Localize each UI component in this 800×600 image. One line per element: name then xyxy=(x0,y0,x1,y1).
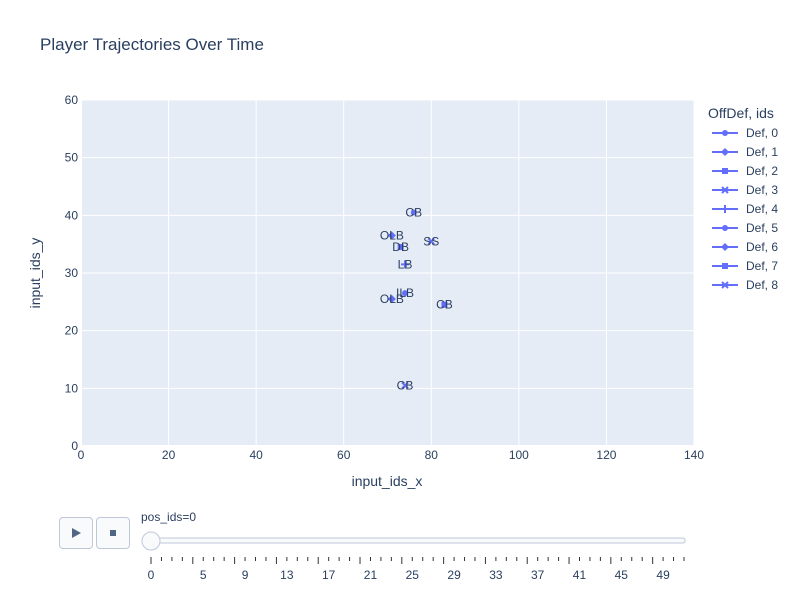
slider-tick-label: 0 xyxy=(148,568,155,582)
slider-tick-label: 9 xyxy=(242,568,249,582)
slider-tick-label: 29 xyxy=(447,568,461,582)
legend-item: Def, 3 xyxy=(712,183,778,197)
x-tick-label: 0 xyxy=(78,448,85,462)
data-point xyxy=(441,301,448,308)
play-button[interactable] xyxy=(59,517,93,549)
time-slider[interactable]: 0 5 9 13 17 21 25 29 33 37 41 45 49 xyxy=(141,531,686,582)
y-tick-label: 0 xyxy=(71,439,78,453)
slider-tick-label: 5 xyxy=(200,568,207,582)
legend-item: Def, 6 xyxy=(712,240,778,254)
slider-current-label: pos_ids=0 xyxy=(141,510,197,524)
legend-item: Def, 7 xyxy=(712,259,778,273)
y-axis-ticks: 0 10 20 30 40 50 60 xyxy=(65,93,79,453)
data-point xyxy=(401,381,409,390)
y-tick-label: 10 xyxy=(65,381,79,395)
x-tick-label: 140 xyxy=(684,448,704,462)
slider-tick-label: 13 xyxy=(280,568,294,582)
slider-tick-label: 49 xyxy=(656,568,670,582)
point-label: OLB xyxy=(380,292,404,306)
y-tick-label: 40 xyxy=(65,208,79,222)
legend-label: Def, 1 xyxy=(746,145,778,159)
point-label: OLB xyxy=(380,229,404,243)
stop-icon xyxy=(110,530,116,536)
data-point xyxy=(401,260,410,269)
legend-label: Def, 0 xyxy=(746,126,778,140)
legend-label: Def, 7 xyxy=(746,259,778,273)
x-tick-label: 120 xyxy=(596,448,616,462)
data-point xyxy=(402,290,409,297)
slider-rail xyxy=(149,537,686,544)
slider-handle[interactable] xyxy=(141,531,161,551)
x-tick-label: 40 xyxy=(249,448,263,462)
point-label: ILB xyxy=(396,286,414,300)
slider-tick-label: 25 xyxy=(406,568,420,582)
legend-item: Def, 1 xyxy=(712,145,778,159)
legend-item: Def, 0 xyxy=(712,126,778,140)
y-tick-label: 30 xyxy=(65,266,79,280)
data-point xyxy=(387,231,396,240)
legend-title: OffDef, ids xyxy=(708,105,774,121)
slider-tick-label: 41 xyxy=(573,568,587,582)
legend: Def, 0 Def, 1 Def, 2 Def, 3 Def, 4 Def, 5 Def,… xyxy=(712,126,778,292)
legend-marker xyxy=(722,263,728,269)
point-label: LB xyxy=(398,257,413,271)
data-point xyxy=(387,294,396,303)
legend-marker xyxy=(721,186,729,194)
data-point xyxy=(427,237,435,245)
x-tick-label: 60 xyxy=(337,448,351,462)
legend-item: Def, 5 xyxy=(712,221,778,235)
point-label: CB xyxy=(405,205,422,219)
point-label: CB xyxy=(436,298,453,312)
legend-marker xyxy=(721,148,729,156)
slider-tick-label: 33 xyxy=(489,568,503,582)
legend-label: Def, 4 xyxy=(746,202,778,216)
legend-item: Def, 8 xyxy=(712,278,778,292)
legend-marker xyxy=(722,130,728,136)
slider-tick-label: 21 xyxy=(364,568,378,582)
legend-item: Def, 2 xyxy=(712,164,778,178)
x-axis-title: input_ids_x xyxy=(352,473,423,489)
legend-label: Def, 5 xyxy=(746,221,778,235)
x-tick-label: 20 xyxy=(162,448,176,462)
stop-button[interactable] xyxy=(96,517,130,549)
slider-tick-label: 17 xyxy=(322,568,336,582)
legend-label: Def, 2 xyxy=(746,164,778,178)
legend-marker xyxy=(721,281,729,289)
point-label: DB xyxy=(392,240,409,254)
y-tick-label: 60 xyxy=(65,93,79,107)
legend-label: Def, 8 xyxy=(746,278,778,292)
legend-marker xyxy=(722,168,728,174)
legend-item: Def, 4 xyxy=(712,202,778,216)
x-tick-label: 80 xyxy=(425,448,439,462)
slider-tick-label: 45 xyxy=(615,568,629,582)
data-point xyxy=(397,244,404,251)
legend-label: Def, 3 xyxy=(746,183,778,197)
x-tick-label: 100 xyxy=(509,448,529,462)
legend-marker xyxy=(722,225,728,231)
point-label: CB xyxy=(397,378,414,392)
legend-marker xyxy=(721,205,729,213)
play-icon xyxy=(72,528,81,538)
grid-lines xyxy=(80,99,695,447)
point-label: SS xyxy=(423,234,439,248)
slider-tick-label: 37 xyxy=(531,568,545,582)
legend-label: Def, 6 xyxy=(746,240,778,254)
y-axis-title: input_ids_y xyxy=(27,238,43,309)
y-tick-label: 50 xyxy=(65,151,79,165)
y-tick-label: 20 xyxy=(65,324,79,338)
data-point xyxy=(410,209,417,216)
chart-title: Player Trajectories Over Time xyxy=(40,35,264,54)
x-axis-ticks: 0 20 40 60 80 100 120 140 xyxy=(78,448,705,462)
legend-marker xyxy=(721,243,729,251)
